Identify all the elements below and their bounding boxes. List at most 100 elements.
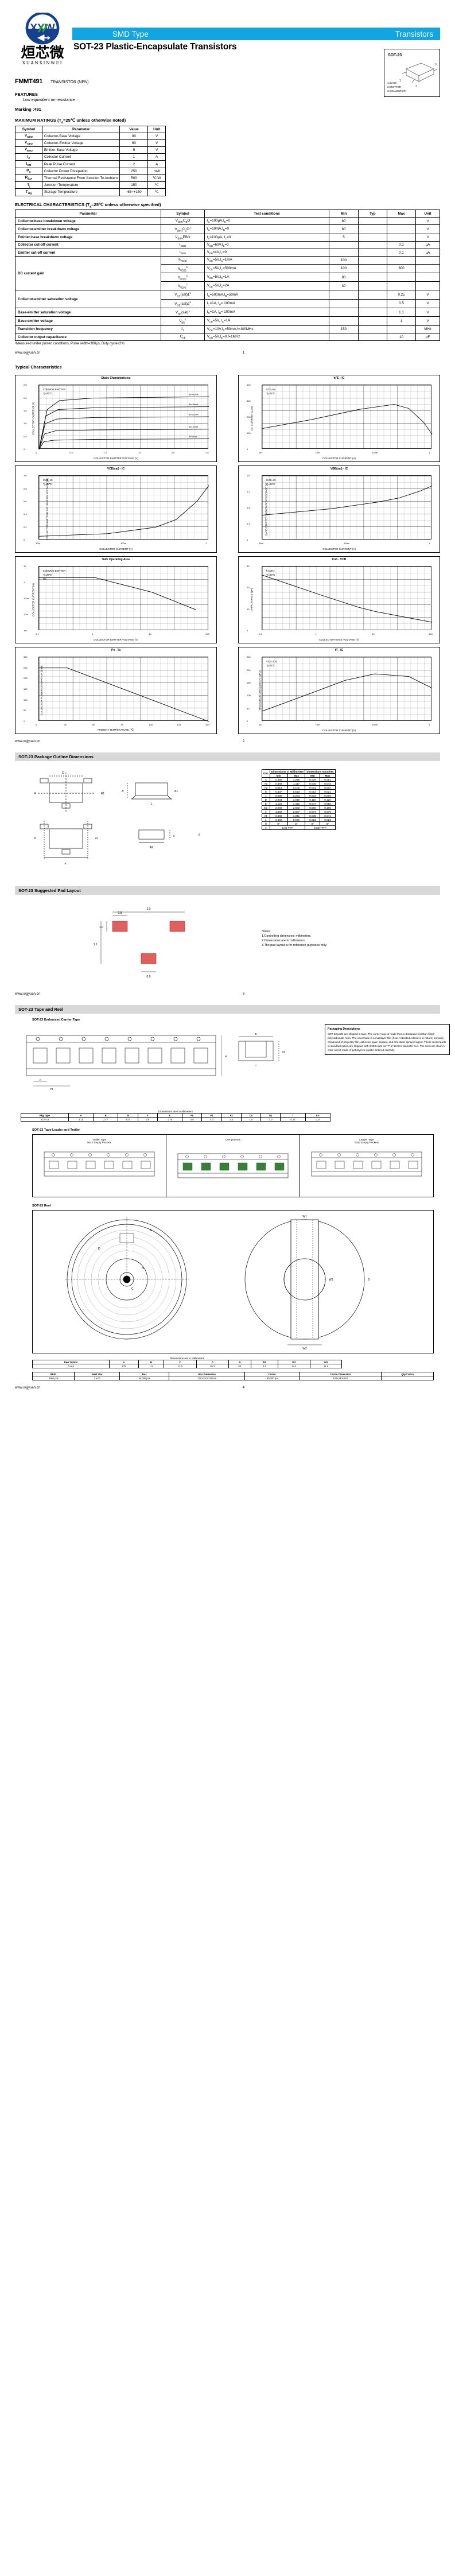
pin-1-label: 1.BASE [387,82,397,85]
cell-typ [357,224,387,234]
cell-header: W3 [310,1360,342,1365]
cell-min: 100 [329,256,359,265]
cell-min: 5 [329,233,359,242]
cell-conditions: VEB=4V,IC=0 [204,249,330,257]
package-name-label: SOT-23 [388,53,402,57]
y-tick-label: 0 [24,448,25,451]
th-in-max: Max [320,773,336,778]
cell-value: 1.75 [157,1117,183,1122]
cell-typ [357,281,387,291]
cell-header: Qty/Carton [381,1372,434,1377]
part-type: TRANSISTOR (NPN) [50,80,89,84]
cell-max: 0.5 [386,298,417,309]
table-row: IC Collector Current 1 A [15,153,166,161]
cell-value: 13.0 [164,1364,197,1369]
cell-min [329,332,359,342]
svg-text:b: b [34,837,36,840]
cell-value: 0.051 [320,777,336,782]
reel-title: SOT-23 Reel [32,1204,51,1208]
x-tick-label: 1m [259,451,262,455]
y-tick-label: 150 [247,681,251,684]
cell-typ [357,316,387,326]
note-item: 3.The pad layout is for reference purpos… [262,944,327,948]
cell-symbol: VCE(sat)21 [161,298,205,309]
chart-annotation: DC [43,577,47,581]
table-row: VCBO Collector-Base Voltage 80 V [15,132,166,140]
package-pin-list: 1.BASE 2.EMITTER 3.COLLECTOR [387,82,406,94]
cell-value: 0.008 [320,793,336,798]
cell-typ [357,240,387,250]
cell-value: 0.035 [305,777,321,782]
cell-conditions: IC=10mA,IB=0 [204,224,330,234]
trailer-tape-label: Trailer Tape [92,1138,106,1142]
y-tick-label: 0 [24,538,25,542]
table-row: Collector-emitter breakdown voltage V(BR)… [14,224,440,234]
x-tick-label: 100 [149,723,153,727]
chart-row: Static Characteristics COLLECTOR CURRENT … [15,375,440,463]
cell-unit: ℃ [147,188,166,196]
table-header-row: REEL Reel Size Box Box Dimension Carton Carto… [32,1372,434,1377]
pad-layout-banner: SOT-23 Suggested Pad Layout [15,886,440,895]
chart-0: Static Characteristics COLLECTOR CURRENT … [15,375,217,463]
cell-symbol: VCBO [15,132,42,140]
svg-text:W2: W2 [302,1347,307,1349]
features-heading: FEATURES [15,92,38,97]
page-1: XXW 烜芯微 XUANXINWEI SMD Type Transistors [0,0,455,358]
svg-text:XXW: XXW [30,22,55,34]
cell-value: 8.4 [250,1364,278,1369]
cell-typ [357,256,387,265]
outline-drawings: D E E1 A A1 L [15,766,440,880]
plot-area [262,475,431,540]
chart-7: fT - IC TRANSITION FREQUENCY (MHz) COLLECT… [238,647,440,735]
feature-item: Low equivalent on-resistance [23,98,75,102]
footer-url: www.xxjjyuan.cn [15,351,41,355]
y-tick-label: 2.0 [24,396,27,399]
pad-layout-drawing: 0.8 2.0 1.0 2.1 0.9 Notes: 1.Controlling… [15,901,440,987]
cell-typ [357,332,387,342]
cell-value: 0.037 TYP [305,825,336,831]
th-unit: Unit [147,125,166,133]
y-tick-label: 1.5 [24,409,27,412]
cell-max [386,256,417,265]
table-row: e 1.892 2.007 0.074 0.079 [262,809,336,814]
page-4: SOT-23 Tape and Reel SOT-23 Embossed Car… [0,1005,455,1393]
y-axis-label: CAPACITANCE (pF) [250,588,253,612]
note-item: 2.Dimensions are in millimeters. [262,939,306,943]
cell-value: 0.004 [320,785,336,790]
x-tick-label: 1 [429,542,430,545]
chart-annotation: Tj=25℃ [266,483,275,486]
cell-symbol: VCEO [15,139,42,147]
plot-area [262,566,431,631]
chart-annotation: COMMON EMITTER [43,569,66,573]
chart-curves [262,575,433,623]
th-symbol: Symbol [15,125,42,133]
chart-annotation: COMMON EMITTER [43,388,66,391]
chart-2: VCE(sat) - IC COLLECTOR-EMITTER SATURATIO… [15,465,217,553]
cell-value: 1.892 [269,809,288,814]
cell-header: Reel Option [32,1360,110,1365]
cell-min [329,249,359,257]
cell-value: 1.041 [287,813,306,818]
max-ratings-table: Symbol Parameter Value Unit VCBO Collecto… [15,125,166,196]
cell-parameter: Transition frequency [14,325,162,333]
x-tick-label: 10m [315,723,320,727]
cell-value: 4.0 [182,1117,203,1122]
cell-dim: θ [262,821,270,827]
chart-title: hFE - IC [333,377,345,381]
cell-unit: A [147,153,166,161]
table-row: VCEO Collector-Emitter Voltage 60 V [15,139,166,147]
table-row: VCE(sat)21 IC=1A, IB= 100mA 0.5 V [15,298,440,309]
cell-unit: V [415,224,440,234]
plot-area [38,566,208,631]
svg-text:E1: E1 [101,792,104,796]
cell-value: 0.015 [305,817,321,823]
cell-value: 60 [119,139,149,147]
cell-value [381,1376,434,1381]
cell-value: 2.0 [221,1117,242,1122]
cell-unit [415,281,440,291]
cell-value: 20.2 [196,1364,229,1369]
table-row: e1 0.889 1.041 0.035 0.041 [262,813,336,818]
x-tick-label: 2.5 [205,451,209,455]
order-table-wrap: REEL Reel Size Box Box Dimension Carton Carto… [32,1372,434,1381]
cell-value: 0.035 [305,781,321,786]
